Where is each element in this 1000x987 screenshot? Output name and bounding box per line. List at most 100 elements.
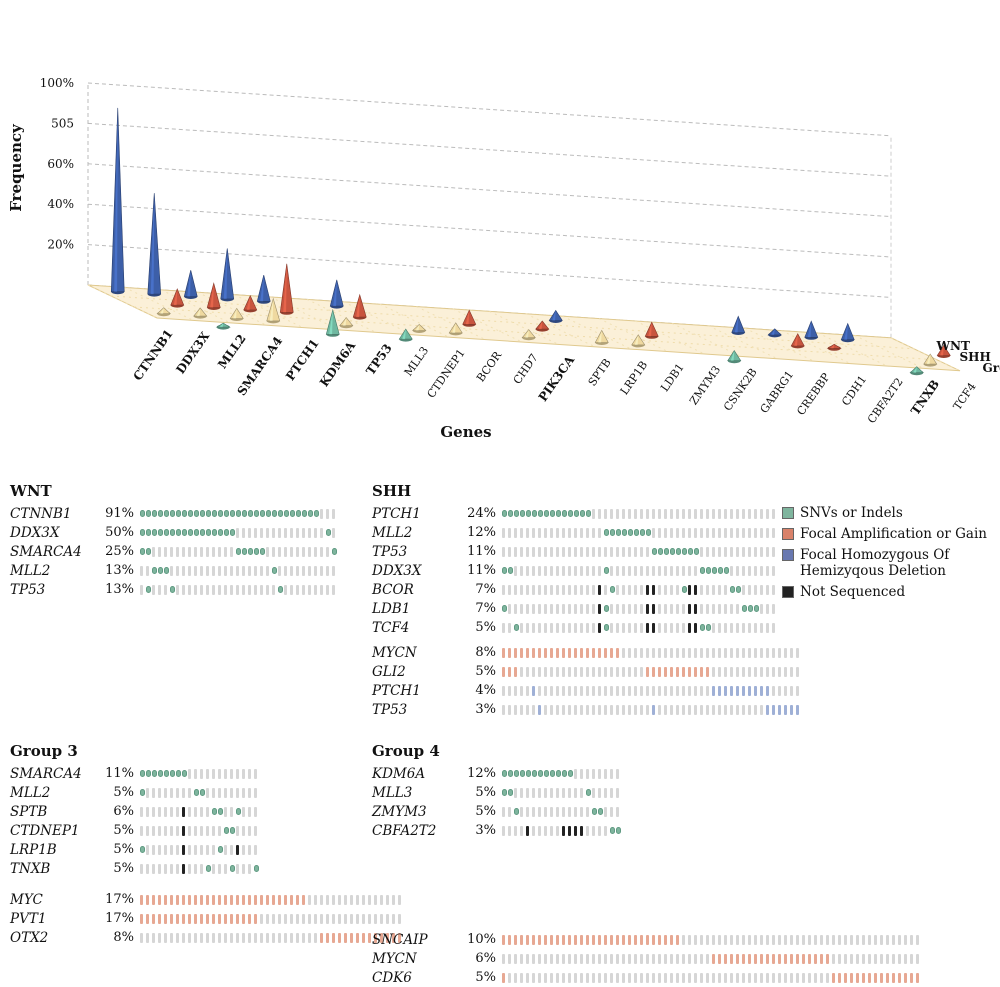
cone-tp53-wnt xyxy=(330,280,343,309)
sample-mark xyxy=(158,788,161,798)
sample-track xyxy=(140,546,338,558)
sample-mark xyxy=(556,807,559,817)
sample-mark xyxy=(598,826,601,836)
sample-mark xyxy=(254,895,257,905)
sample-mark xyxy=(188,788,191,798)
sample-mark xyxy=(754,547,757,557)
sample-mark xyxy=(772,667,775,677)
sample-mark xyxy=(634,623,637,633)
sample-mark xyxy=(712,604,715,614)
sample-mark xyxy=(778,705,781,715)
sample-mark xyxy=(622,686,625,696)
sample-mark xyxy=(664,667,667,677)
sample-mark xyxy=(664,585,667,595)
sample-mark xyxy=(170,845,173,855)
gene-name: MYC xyxy=(10,892,100,908)
sample-mark xyxy=(520,705,523,715)
sample-mark xyxy=(218,529,223,536)
sample-mark xyxy=(682,648,685,658)
sample-mark xyxy=(556,528,559,538)
sample-mark xyxy=(616,686,619,696)
sample-mark xyxy=(544,648,547,658)
sample-mark xyxy=(158,770,163,777)
sample-mark xyxy=(604,529,609,536)
sample-mark xyxy=(772,528,775,538)
sample-mark xyxy=(538,770,543,777)
sample-mark xyxy=(170,788,173,798)
sample-mark xyxy=(308,528,311,538)
sample-mark xyxy=(580,769,583,779)
sample-mark xyxy=(892,954,895,964)
sample-mark xyxy=(760,935,763,945)
sample-mark xyxy=(610,973,613,983)
sample-mark xyxy=(140,548,145,555)
sample-mark xyxy=(724,973,727,983)
sample-mark xyxy=(592,623,595,633)
sample-mark xyxy=(254,510,259,517)
sample-mark xyxy=(652,623,655,633)
sample-mark xyxy=(592,769,595,779)
sample-mark xyxy=(152,567,157,574)
sample-mark xyxy=(212,585,215,595)
sample-mark xyxy=(598,604,601,614)
sample-mark xyxy=(652,548,657,555)
sample-mark xyxy=(580,585,583,595)
sample-mark xyxy=(182,585,185,595)
sample-mark xyxy=(790,954,793,964)
sample-mark xyxy=(278,547,281,557)
sample-mark xyxy=(640,509,643,519)
sample-mark xyxy=(164,895,167,905)
sample-mark xyxy=(712,648,715,658)
sample-mark xyxy=(236,585,239,595)
sample-mark xyxy=(164,567,169,574)
sample-mark xyxy=(700,667,703,677)
sample-mark xyxy=(568,826,571,836)
sample-mark xyxy=(248,548,253,555)
sample-mark xyxy=(508,510,513,517)
sample-mark xyxy=(236,845,239,855)
sample-mark xyxy=(278,914,281,924)
sample-mark xyxy=(736,667,739,677)
sample-mark xyxy=(164,547,167,557)
sample-mark xyxy=(140,566,143,576)
sample-mark xyxy=(664,604,667,614)
sample-mark xyxy=(766,604,769,614)
sample-mark xyxy=(868,954,871,964)
sample-mark xyxy=(718,973,721,983)
y-tick-label: 100% xyxy=(40,76,74,90)
sample-mark xyxy=(598,973,601,983)
gene-name: DDX3X xyxy=(10,525,100,541)
sample-track xyxy=(502,508,778,520)
sample-mark xyxy=(182,826,185,836)
sample-mark xyxy=(892,973,895,983)
sample-mark xyxy=(874,954,877,964)
sample-mark xyxy=(164,770,169,777)
gene-name: MYCN xyxy=(372,951,462,967)
sample-mark xyxy=(182,864,185,874)
sample-mark xyxy=(646,954,649,964)
sample-mark xyxy=(682,528,685,538)
sample-mark xyxy=(502,954,505,964)
sample-mark xyxy=(556,770,561,777)
sample-mark xyxy=(248,807,251,817)
sample-mark xyxy=(688,604,691,614)
sample-mark xyxy=(260,933,263,943)
gene-name: TCF4 xyxy=(372,620,462,636)
y-tick-label: 40% xyxy=(47,197,74,211)
sample-mark xyxy=(176,807,179,817)
sample-mark xyxy=(604,648,607,658)
sample-mark xyxy=(712,585,715,595)
sample-mark xyxy=(526,705,529,715)
sample-mark xyxy=(646,667,649,677)
sample-mark xyxy=(284,566,287,576)
sample-mark xyxy=(224,529,229,536)
sample-mark xyxy=(910,935,913,945)
sample-mark xyxy=(514,624,519,631)
sample-mark xyxy=(140,846,145,853)
sample-mark xyxy=(586,528,589,538)
